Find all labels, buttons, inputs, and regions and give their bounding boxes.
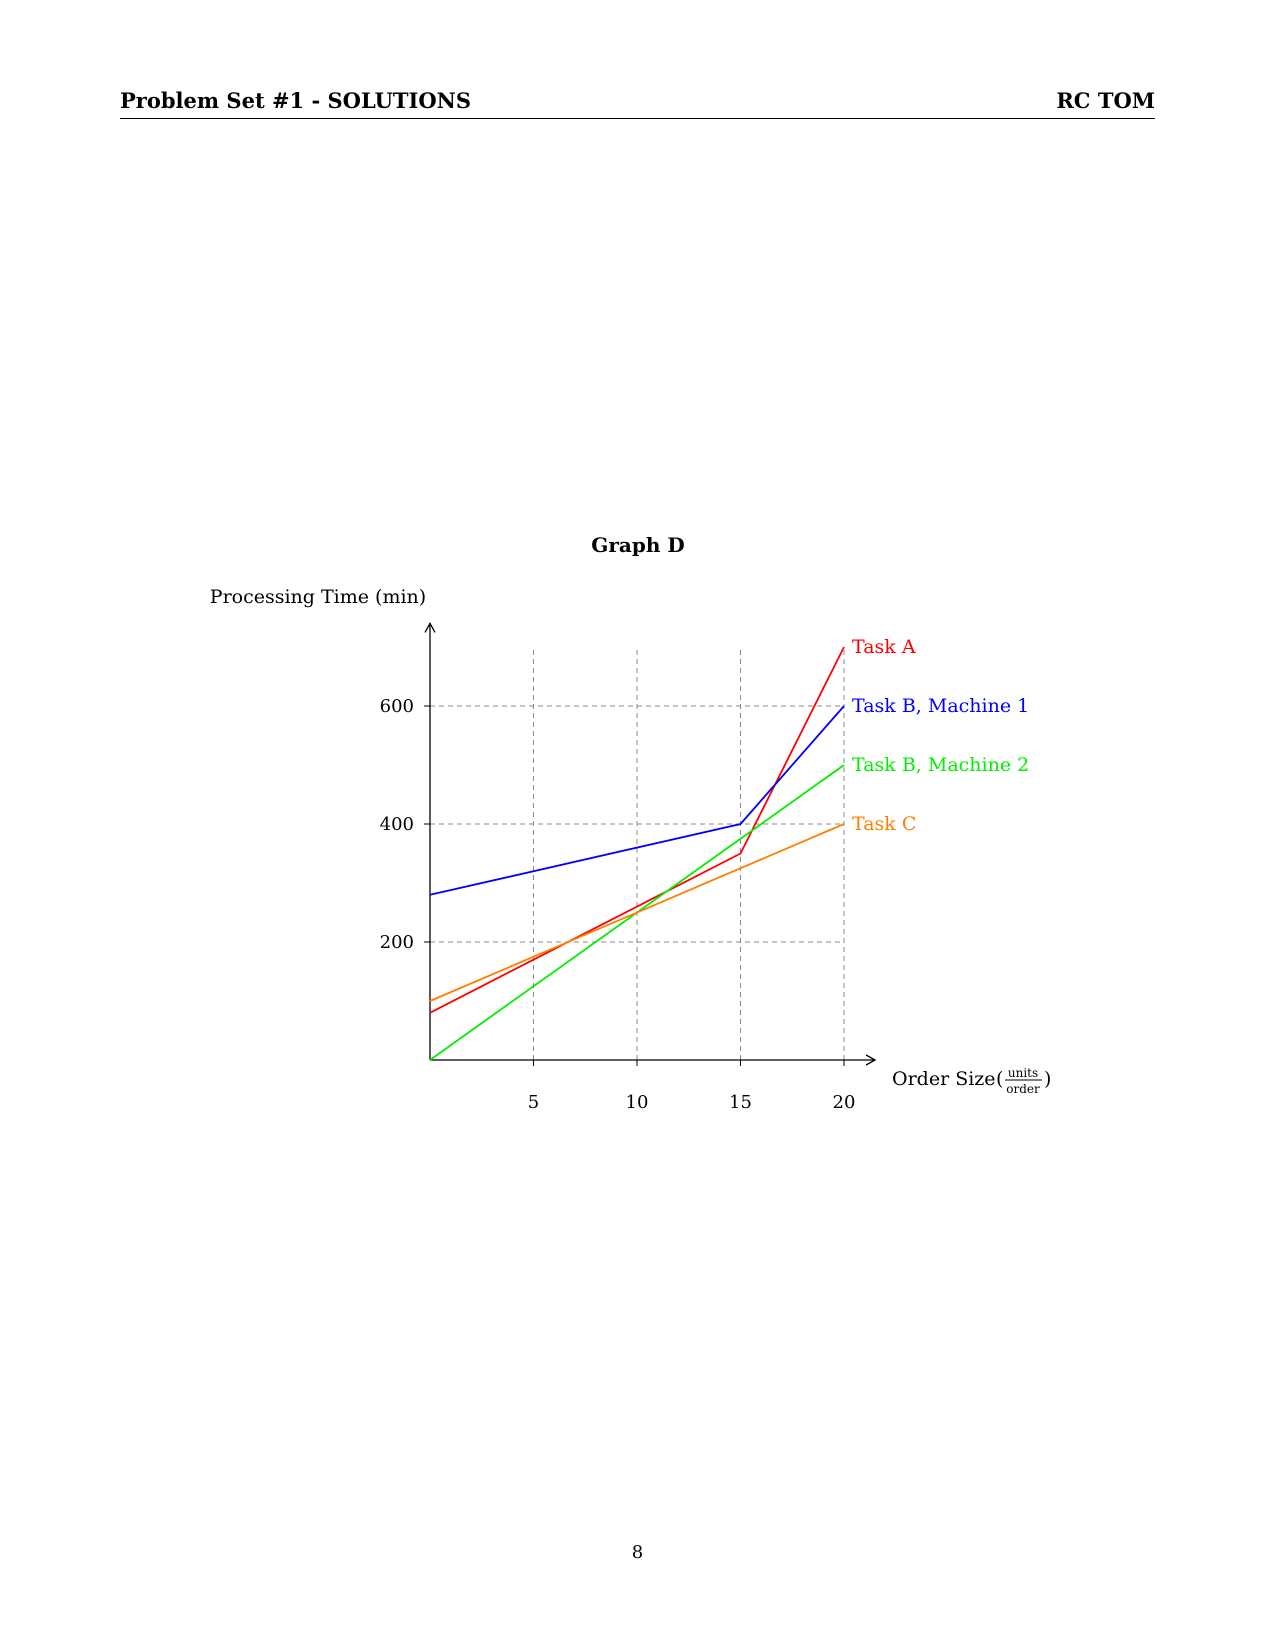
y-tick-label-400: 400: [380, 814, 414, 835]
y-axis-arrow: [424, 622, 436, 633]
series-label-3: Task B, Machine 2: [852, 754, 1029, 776]
y-tick-label-200: 200: [380, 932, 414, 953]
chart-title: Graph D: [591, 533, 684, 557]
series-line-1: [429, 646, 845, 1014]
page-number: 8: [631, 1542, 644, 1563]
axes: [424, 622, 877, 1066]
x-tick-label-10: 10: [626, 1092, 649, 1113]
x-axis-arrow: [865, 1054, 877, 1066]
series-line-2: [429, 705, 845, 896]
x-axis-label-paren-open: (: [996, 1068, 1003, 1090]
x-axis-label-text: Order Size: [892, 1068, 996, 1090]
x-axis-unit-denominator: order: [1006, 1082, 1040, 1096]
series-labels: Task A Task B, Machine 1 Task B, Machine 2…: [852, 636, 1029, 835]
tick-labels: 5 10 15 20 200 400 600: [380, 696, 856, 1113]
x-tick-label-20: 20: [833, 1092, 856, 1113]
x-tick-label-15: 15: [729, 1092, 752, 1113]
x-axis-label-paren-close: ): [1044, 1068, 1051, 1090]
x-axis-unit-numerator: units: [1008, 1066, 1038, 1080]
series-line-4: [429, 823, 845, 1002]
series-label-2: Task B, Machine 1: [852, 695, 1029, 717]
x-axis-label: Order Size ( units order ): [892, 1066, 1051, 1096]
series-label-4: Task C: [852, 813, 916, 835]
series-lines: [429, 646, 845, 1061]
grid: [430, 647, 845, 1060]
y-tick-label-600: 600: [380, 696, 414, 717]
y-axis-label: Processing Time (min): [210, 586, 426, 608]
header-author: RC TOM: [1056, 88, 1155, 113]
series-label-1: Task A: [852, 636, 916, 658]
x-tick-label-5: 5: [528, 1092, 539, 1113]
header-rule: [120, 118, 1155, 119]
header-title: Problem Set #1 - SOLUTIONS: [120, 88, 471, 113]
